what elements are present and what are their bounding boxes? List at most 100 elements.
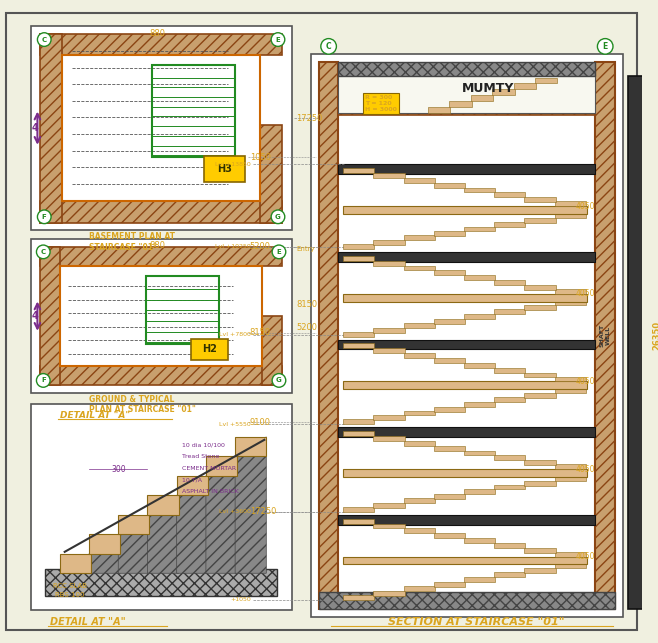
Bar — [555, 377, 586, 381]
Bar — [403, 529, 435, 533]
Text: SHAFT
WELL: SHAFT WELL — [600, 324, 611, 347]
Bar — [403, 178, 435, 183]
Bar — [535, 78, 557, 84]
Bar — [403, 411, 435, 415]
Bar — [343, 294, 587, 302]
Text: 8150: 8150 — [297, 300, 318, 309]
Text: 17250: 17250 — [297, 114, 323, 123]
Bar — [40, 33, 62, 222]
Bar — [31, 239, 291, 393]
Polygon shape — [177, 476, 208, 574]
Bar — [494, 485, 525, 489]
Bar — [555, 388, 586, 393]
Bar — [428, 107, 450, 113]
Text: DETAIL AT "A": DETAIL AT "A" — [60, 411, 130, 420]
Bar — [524, 548, 555, 553]
Bar — [343, 469, 587, 477]
Text: 4: 4 — [32, 311, 39, 321]
Bar — [494, 280, 525, 285]
Bar — [464, 226, 495, 231]
Bar — [434, 183, 465, 188]
Circle shape — [38, 33, 51, 46]
Text: E: E — [603, 42, 608, 51]
Bar — [373, 260, 405, 266]
Bar — [524, 481, 555, 485]
Text: Lvl +13850: Lvl +13850 — [215, 162, 251, 167]
Bar — [343, 431, 374, 436]
Bar — [434, 533, 465, 538]
Bar — [338, 62, 595, 76]
Bar — [118, 515, 149, 534]
Text: 880: 880 — [149, 240, 165, 249]
Bar — [373, 349, 405, 353]
Bar — [373, 591, 405, 595]
Bar — [261, 125, 282, 222]
Bar — [464, 363, 495, 368]
Bar — [191, 339, 228, 360]
Text: F: F — [41, 377, 45, 383]
Bar — [343, 519, 374, 523]
Bar — [31, 26, 291, 230]
Text: G: G — [275, 214, 281, 220]
Bar — [338, 101, 595, 114]
Bar — [343, 332, 374, 336]
Bar — [145, 276, 218, 345]
Text: Lvl +10250: Lvl +10250 — [215, 244, 251, 249]
Text: Lvl +7800: Lvl +7800 — [219, 332, 251, 337]
Bar — [494, 309, 525, 314]
Bar — [403, 323, 435, 328]
Bar — [555, 201, 586, 206]
Bar — [464, 402, 495, 407]
Text: 10 dia 10/100: 10 dia 10/100 — [182, 442, 224, 447]
Text: 17250: 17250 — [250, 507, 276, 516]
Text: MUMTY: MUMTY — [462, 82, 515, 95]
Circle shape — [321, 39, 336, 54]
Bar — [89, 534, 120, 554]
Bar — [373, 328, 405, 332]
Circle shape — [272, 245, 286, 258]
Bar — [343, 595, 374, 599]
Bar — [514, 84, 536, 89]
Text: 4050: 4050 — [576, 202, 595, 211]
Bar — [494, 397, 525, 402]
Bar — [464, 577, 495, 582]
Bar — [338, 252, 595, 262]
Text: 300: 300 — [111, 464, 126, 473]
Bar — [319, 592, 615, 610]
Bar — [555, 476, 586, 481]
Bar — [204, 156, 245, 182]
Bar — [343, 168, 374, 173]
Bar — [235, 437, 266, 457]
Text: 4: 4 — [32, 123, 39, 133]
Bar — [524, 568, 555, 574]
Text: 4050: 4050 — [576, 552, 595, 561]
Bar — [373, 436, 405, 441]
Bar — [434, 319, 465, 324]
Bar — [343, 244, 374, 249]
Text: SECTION AT STAIRCASE "01": SECTION AT STAIRCASE "01" — [388, 617, 565, 627]
Bar — [338, 74, 595, 113]
Bar — [177, 476, 208, 495]
Text: +1050: +1050 — [230, 597, 251, 602]
Bar — [373, 173, 405, 178]
Bar — [60, 554, 91, 574]
Bar — [471, 95, 494, 101]
Text: 5200: 5200 — [250, 242, 270, 251]
Text: DETAIL AT "A": DETAIL AT "A" — [50, 617, 126, 627]
Polygon shape — [118, 515, 149, 574]
Circle shape — [272, 374, 286, 387]
Text: R = 300
T = 120
H = 3000: R = 300 T = 120 H = 3000 — [365, 95, 397, 112]
Bar — [464, 538, 495, 543]
Text: C: C — [326, 42, 332, 51]
Bar — [524, 393, 555, 398]
Text: C: C — [41, 37, 47, 42]
Bar — [373, 523, 405, 529]
Bar — [434, 582, 465, 587]
Bar — [373, 415, 405, 421]
Bar — [263, 316, 282, 385]
Bar — [403, 353, 435, 358]
Bar — [494, 543, 525, 548]
Bar — [555, 289, 586, 294]
Bar — [434, 358, 465, 363]
Bar — [403, 498, 435, 503]
